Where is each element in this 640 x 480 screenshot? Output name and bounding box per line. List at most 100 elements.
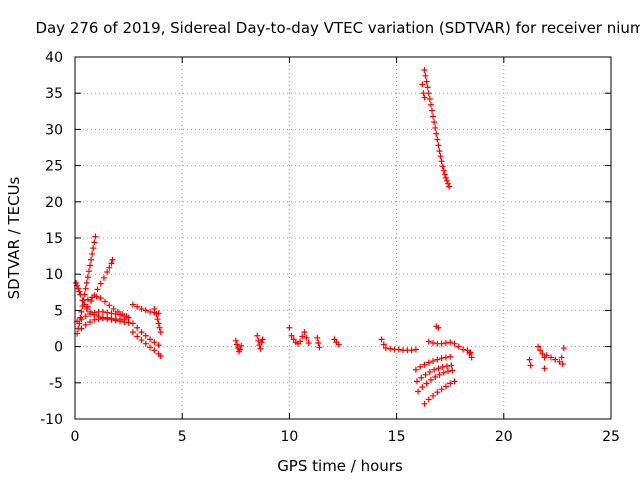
data-point xyxy=(108,316,115,323)
data-point xyxy=(125,319,132,326)
chart-title: Day 276 of 2019, Sidereal Day-to-day VTE… xyxy=(35,19,640,37)
data-point xyxy=(425,338,432,345)
data-point xyxy=(420,90,427,97)
data-point xyxy=(129,329,136,336)
data-point xyxy=(134,324,141,331)
x-tick-label: 5 xyxy=(178,429,187,445)
data-point xyxy=(442,383,449,390)
data-point xyxy=(83,279,90,286)
data-point xyxy=(104,309,111,316)
data-point xyxy=(425,396,432,403)
data-point xyxy=(315,339,322,346)
data-point xyxy=(432,124,439,131)
data-point xyxy=(288,332,295,339)
series-arc-neg-3 xyxy=(415,367,456,395)
data-point xyxy=(84,274,91,281)
data-point xyxy=(547,354,554,361)
data-point xyxy=(559,360,566,367)
data-point xyxy=(151,305,158,312)
data-point xyxy=(468,354,475,361)
data-point xyxy=(438,355,445,362)
y-tick-label: 0 xyxy=(54,340,63,356)
data-point xyxy=(438,158,445,165)
data-point xyxy=(434,136,441,143)
y-tick-label: 20 xyxy=(45,195,63,211)
data-point xyxy=(104,269,111,276)
series-arc-h xyxy=(129,320,162,349)
y-tick-label: 25 xyxy=(45,159,63,175)
data-point xyxy=(427,376,434,383)
data-point xyxy=(335,341,342,348)
axis-ticks: 0 5 10 15 20 25 -10 -5 0 5 10 15 20 25 30 35 40 xyxy=(40,50,620,445)
data-point xyxy=(382,345,389,352)
data-point xyxy=(445,368,452,375)
data-point xyxy=(123,313,130,320)
data-point xyxy=(305,339,312,346)
data-point xyxy=(299,333,306,340)
data-point xyxy=(77,291,84,298)
data-point xyxy=(134,303,141,310)
series-arc-f xyxy=(78,315,132,332)
data-point xyxy=(100,274,107,281)
series-arc-e xyxy=(84,293,130,320)
data-point xyxy=(154,316,161,323)
data-point xyxy=(95,316,102,323)
data-point xyxy=(106,302,113,309)
data-point xyxy=(435,365,442,372)
series-cluster-18.5 xyxy=(464,347,475,361)
data-point xyxy=(89,250,96,257)
data-point xyxy=(142,307,149,314)
plot-frame xyxy=(74,56,612,420)
series-arc-16.2 xyxy=(419,81,428,101)
data-point xyxy=(430,358,437,365)
data-point xyxy=(440,167,447,174)
data-point xyxy=(422,371,429,378)
series-arc-neg-1 xyxy=(412,353,454,373)
data-point xyxy=(108,260,115,267)
data-point xyxy=(380,341,387,348)
data-point xyxy=(87,318,94,325)
data-point xyxy=(90,245,97,252)
data-point xyxy=(446,183,453,190)
data-point xyxy=(526,356,533,363)
data-point xyxy=(421,400,428,407)
data-point xyxy=(426,368,433,375)
series-cluster-22.5 xyxy=(547,345,567,367)
y-tick-label: 30 xyxy=(45,122,63,138)
data-point xyxy=(142,340,149,347)
data-point xyxy=(424,84,431,91)
data-point xyxy=(104,316,111,323)
data-point xyxy=(155,342,162,349)
data-point xyxy=(301,329,308,336)
data-point xyxy=(448,362,455,369)
series-cluster-11.5 xyxy=(314,334,323,351)
data-point xyxy=(147,336,154,343)
x-tick-label: 15 xyxy=(388,429,406,445)
data-point xyxy=(134,333,141,340)
data-point xyxy=(432,374,439,381)
data-point xyxy=(314,334,321,341)
data-point xyxy=(78,308,85,315)
data-point xyxy=(460,346,467,353)
data-point xyxy=(445,180,452,187)
data-point xyxy=(84,303,91,310)
series-cluster-7.6 xyxy=(232,337,245,355)
data-point xyxy=(121,318,128,325)
data-point xyxy=(539,350,546,357)
series-arc-neg-4 xyxy=(421,378,458,407)
series-arc-c xyxy=(84,256,116,310)
series-arc-neg-2 xyxy=(413,362,455,385)
series-cluster-21.8 xyxy=(526,343,550,372)
data-point xyxy=(89,294,96,301)
data-point xyxy=(431,366,438,373)
data-point xyxy=(255,337,262,344)
data-point xyxy=(449,367,456,374)
data-point xyxy=(110,305,117,312)
data-point xyxy=(427,101,434,108)
data-point xyxy=(413,378,420,385)
data-point xyxy=(412,346,419,353)
data-point xyxy=(543,352,550,359)
data-point xyxy=(451,378,458,385)
data-point xyxy=(428,107,435,114)
